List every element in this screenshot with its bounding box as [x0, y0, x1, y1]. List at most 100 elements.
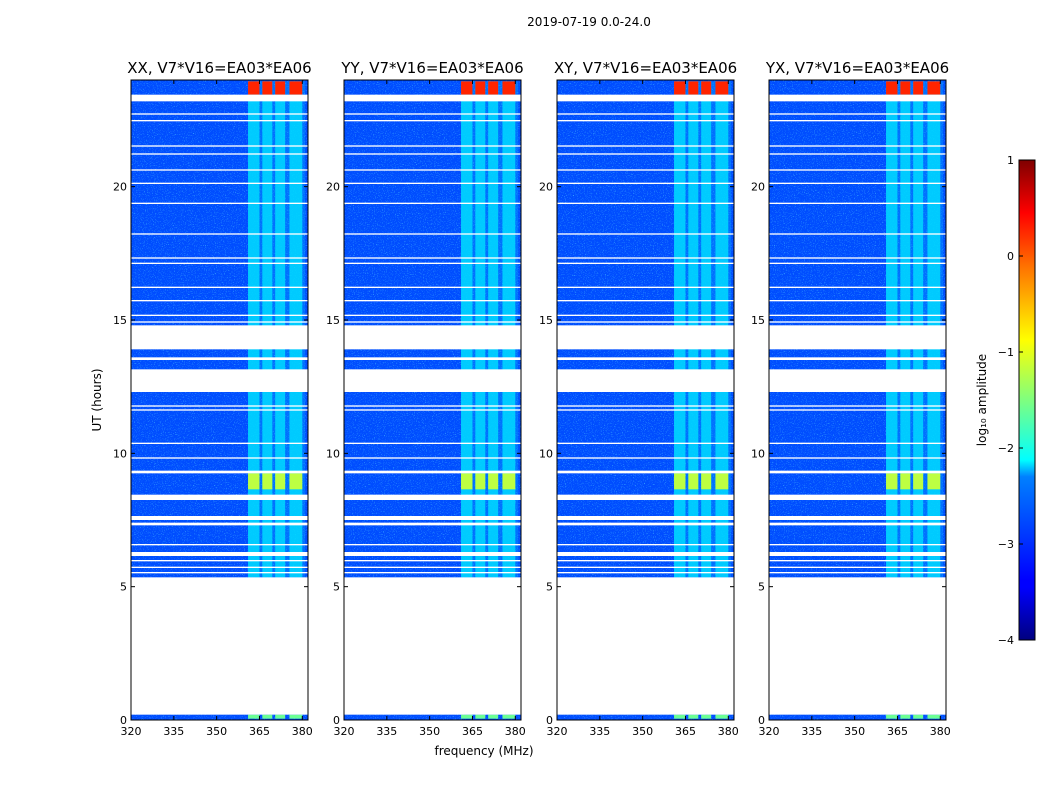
y-tick-label: 0 [546, 714, 553, 727]
data-gap [557, 120, 734, 122]
bright-epoch-1-ch-2 [900, 473, 911, 490]
data-gap [344, 494, 521, 500]
data-gap [131, 405, 308, 407]
data-gap [344, 566, 521, 568]
y-tick-label: 15 [113, 314, 127, 327]
data-gap [131, 357, 308, 360]
data-gap [769, 182, 946, 184]
y-tick-label: 10 [113, 447, 127, 460]
data-gap [557, 233, 734, 235]
y-tick-label: 5 [333, 581, 340, 594]
data-gap [769, 494, 946, 500]
data-gap [557, 572, 734, 574]
data-gap [344, 457, 521, 459]
x-tick-label: 350 [419, 725, 440, 738]
panel-frame [343, 79, 522, 721]
data-gap [557, 300, 734, 302]
bright-epoch-2-ch-3 [913, 81, 924, 95]
bright-epoch-2-ch-3 [488, 81, 499, 95]
colorbar: 1 0 −1 −2 −3 −4 log₁₀ amplitude [975, 154, 1036, 647]
y-tick-label: 15 [539, 314, 553, 327]
data-gap [769, 369, 946, 392]
data-gap [344, 357, 521, 360]
data-gap [344, 314, 521, 316]
data-gap [557, 113, 734, 115]
data-gap [131, 113, 308, 115]
data-gap [769, 544, 946, 546]
x-tick-label: 335 [376, 725, 397, 738]
data-gap [344, 262, 521, 264]
data-gap [769, 321, 946, 323]
bright-epoch-2-ch-4 [715, 81, 729, 95]
data-gap [557, 405, 734, 407]
data-gap [557, 560, 734, 562]
colorbar-tick-label: −4 [998, 634, 1014, 647]
panel-frame [130, 79, 309, 721]
y-tick-label: 5 [120, 581, 127, 594]
data-gap [131, 442, 308, 444]
y-tick-label: 0 [758, 714, 765, 727]
data-gap [344, 560, 521, 562]
bright-epoch-3-ch-4 [289, 714, 303, 719]
data-gap [769, 300, 946, 302]
x-tick-label: 380 [930, 725, 951, 738]
data-gap [769, 325, 946, 350]
data-gap [769, 552, 946, 556]
bright-epoch-1-ch-4 [715, 473, 729, 490]
data-gap [557, 325, 734, 350]
data-gap [557, 369, 734, 392]
data-gap [557, 314, 734, 316]
x-tick-label: 365 [675, 725, 696, 738]
data-gap [131, 233, 308, 235]
y-tick-label: 20 [539, 181, 553, 194]
bright-epoch-1-ch-3 [488, 473, 499, 490]
y-tick-label: 5 [546, 581, 553, 594]
y-tick-label: 15 [751, 314, 765, 327]
bright-epoch-1-ch-4 [927, 473, 941, 490]
bright-epoch-2-ch-2 [688, 81, 699, 95]
data-gap [131, 94, 308, 102]
data-gap [131, 566, 308, 568]
x-tick-label: 365 [462, 725, 483, 738]
bright-epoch-3-ch-3 [488, 714, 499, 719]
data-gap [131, 153, 308, 155]
bright-epoch-1-ch-2 [688, 473, 699, 490]
data-gap [557, 182, 734, 184]
data-gap [344, 321, 521, 323]
data-gap [344, 169, 521, 171]
y-tick-label: 10 [751, 447, 765, 460]
x-tick-label: 320 [547, 725, 568, 738]
data-gap [769, 286, 946, 288]
x-tick-label: 365 [887, 725, 908, 738]
colorbar-tick-label: 0 [1007, 250, 1014, 263]
bright-epoch-3-ch-4 [502, 714, 516, 719]
bright-epoch-3-ch-3 [913, 714, 924, 719]
data-gap [131, 145, 308, 147]
data-gap [131, 516, 308, 520]
colorbar-tick-label: −2 [998, 442, 1014, 455]
panel-title: YX, V7*V16=EA03*EA06 [765, 59, 949, 77]
data-gap [557, 566, 734, 568]
bright-epoch-3-ch-1 [886, 714, 898, 719]
data-gap [769, 120, 946, 122]
data-gap [557, 153, 734, 155]
data-gap [131, 457, 308, 459]
colorbar-label: log₁₀ amplitude [975, 354, 989, 446]
data-gap [344, 409, 521, 411]
panel-title: YY, V7*V16=EA03*EA06 [340, 59, 523, 77]
data-gap [344, 182, 521, 184]
panel-2: YY, V7*V16=EA03*EA06 320 335 350 365 380 0 5 10 1… [326, 59, 526, 738]
panel-title: XX, V7*V16=EA03*EA06 [127, 59, 311, 77]
y-tick-label: 10 [539, 447, 553, 460]
panel-3: XY, V7*V16=EA03*EA06 320 335 350 365 380 0 5 10 1… [539, 59, 739, 738]
data-gap [131, 470, 308, 474]
data-gap [557, 357, 734, 360]
panel-1: XX, V7*V16=EA03*EA06 320 335 350 365 380 0 5 10 1… [113, 59, 313, 738]
bright-epoch-3-ch-4 [927, 714, 941, 719]
bright-epoch-2-ch-2 [900, 81, 911, 95]
data-gap [131, 314, 308, 316]
x-tick-label: 335 [163, 725, 184, 738]
x-tick-label: 350 [632, 725, 653, 738]
bright-epoch-1-ch-1 [886, 473, 898, 490]
data-gap [769, 113, 946, 115]
